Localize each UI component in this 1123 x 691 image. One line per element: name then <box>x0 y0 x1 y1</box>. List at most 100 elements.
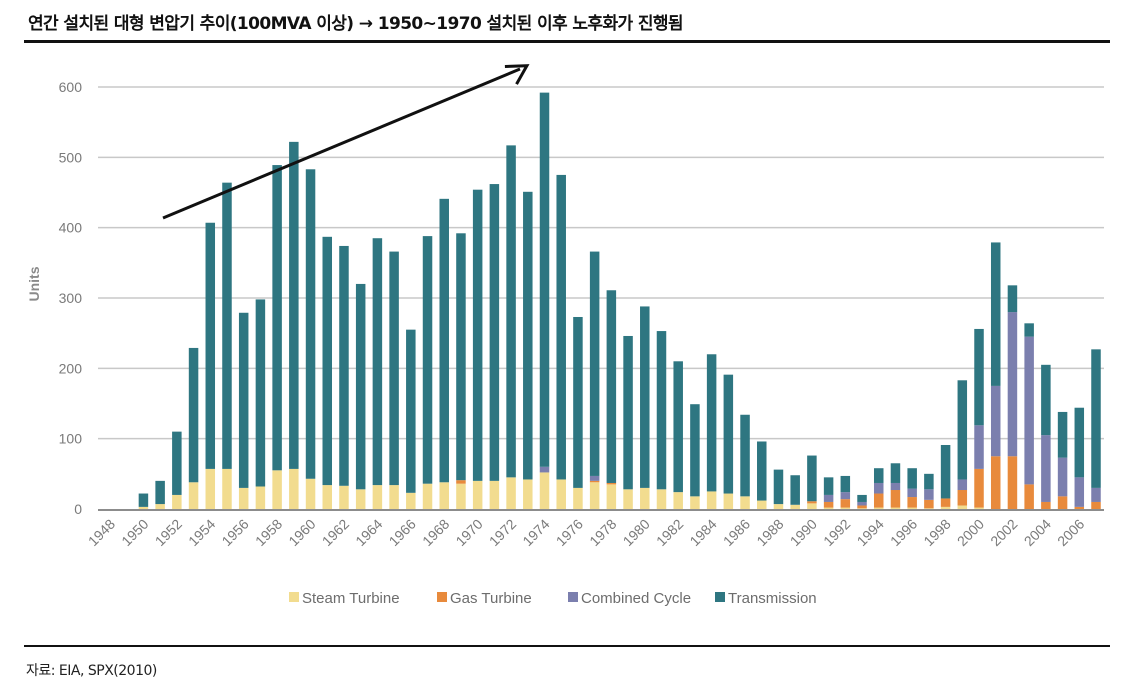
bar-stack-1963 <box>355 283 366 509</box>
bar-combined-cycle-2001 <box>990 385 1001 457</box>
bar-gas-turbine-1999 <box>957 490 968 506</box>
bar-transmission-2006 <box>1074 407 1085 478</box>
bar-gas-turbine-2006 <box>1074 506 1085 509</box>
bar-steam-turbine-1990 <box>807 503 817 509</box>
bar-gas-turbine-1992 <box>840 499 851 508</box>
bar-stack-1997 <box>924 473 934 509</box>
bar-steam-turbine-1984 <box>706 491 717 509</box>
bar-combined-cycle-2000 <box>974 425 984 469</box>
bar-transmission-1997 <box>924 473 934 490</box>
bar-stack-1961 <box>322 236 333 509</box>
bar-stack-1957 <box>255 299 266 509</box>
bar-transmission-1976 <box>573 316 583 488</box>
bar-stack-2003 <box>1024 323 1034 509</box>
bar-steam-turbine-1998 <box>940 506 951 509</box>
bar-steam-turbine-1956 <box>238 487 249 509</box>
gridlines <box>98 86 1104 440</box>
top-divider <box>24 40 1110 43</box>
chart-title: 연간 설치된 대형 변압기 추이(100MVA 이상) → 1950~1970 … <box>28 14 684 34</box>
bar-transmission-1965 <box>389 251 399 486</box>
bar-transmission-1968 <box>439 198 449 483</box>
bar-stack-1956 <box>238 312 249 509</box>
bar-transmission-1993 <box>857 494 867 502</box>
x-tick-label: 1960 <box>285 516 318 549</box>
x-tick-label: 1998 <box>920 516 953 549</box>
x-axis-ticks: 1948 1950 1952 1954 1956 1958 1960 1962 1964 1966… <box>85 516 1088 549</box>
bar-stack-1977 <box>589 251 600 509</box>
bar-transmission-1982 <box>673 361 683 493</box>
bar-steam-turbine-1982 <box>673 492 683 509</box>
bar-transmission-1962 <box>339 245 349 486</box>
bar-stack-1952 <box>172 431 182 509</box>
legend-label: Transmission <box>728 590 817 607</box>
bar-transmission-1991 <box>823 477 834 495</box>
source-note: 자료: EIA, SPX(2010) <box>26 663 157 679</box>
bar-steam-turbine-1952 <box>172 494 182 509</box>
x-tick-label: 2002 <box>987 516 1020 549</box>
bar-steam-turbine-1973 <box>523 479 533 509</box>
bar-transmission-2007 <box>1091 349 1101 488</box>
y-axis-ticks: 0 100 200 300 400 500 600 <box>59 79 83 517</box>
bar-combined-cycle-1997 <box>924 489 934 500</box>
bar-transmission-1989 <box>790 475 800 505</box>
bar-steam-turbine-1967 <box>422 483 433 509</box>
x-tick-label: 1958 <box>252 516 285 549</box>
bar-transmission-1959 <box>289 141 299 469</box>
bar-combined-cycle-2006 <box>1074 477 1085 507</box>
x-tick-label: 1996 <box>887 516 920 549</box>
bar-transmission-1969 <box>456 233 466 481</box>
bar-stack-1958 <box>272 165 282 509</box>
x-tick-label: 1978 <box>586 516 619 549</box>
bar-transmission-1973 <box>523 191 533 480</box>
bar-transmission-1951 <box>155 480 165 505</box>
bar-steam-turbine-1971 <box>489 480 500 509</box>
bar-stack-1996 <box>907 468 917 509</box>
bar-stack-1976 <box>573 316 583 509</box>
bar-transmission-2003 <box>1024 323 1034 337</box>
bar-gas-turbine-1997 <box>924 499 934 509</box>
x-tick-label: 1952 <box>152 516 185 549</box>
x-tick-label: 2000 <box>954 516 987 549</box>
bar-stack-1999 <box>957 380 968 509</box>
x-tick-label: 2004 <box>1021 516 1054 549</box>
bar-steam-turbine-1955 <box>222 468 232 509</box>
bar-stack-2006 <box>1074 407 1085 509</box>
bar-transmission-1952 <box>172 431 182 495</box>
bar-gas-turbine-1996 <box>907 497 917 508</box>
bar-transmission-1950 <box>138 493 149 507</box>
bar-transmission-1990 <box>807 455 817 502</box>
bar-steam-turbine-1980 <box>640 487 650 509</box>
bar-steam-turbine-1966 <box>406 492 416 509</box>
bar-combined-cycle-2005 <box>1057 457 1068 497</box>
bar-transmission-2005 <box>1057 411 1068 458</box>
x-tick-label: 1964 <box>352 516 385 549</box>
legend-swatch <box>715 592 725 602</box>
y-tick-label: 500 <box>59 149 83 165</box>
bar-transmission-1992 <box>840 475 851 493</box>
bar-steam-turbine-1981 <box>656 489 667 509</box>
bar-combined-cycle-1996 <box>907 488 917 498</box>
y-tick-label: 100 <box>59 431 83 447</box>
bar-gas-turbine-2001 <box>990 456 1001 509</box>
bar-stack-1978 <box>606 290 617 509</box>
bar-stack-1973 <box>523 191 533 509</box>
bar-transmission-1979 <box>623 335 633 490</box>
bar-stack-2004 <box>1041 364 1051 509</box>
bar-stack-2005 <box>1057 411 1068 509</box>
bar-stack-1955 <box>222 182 232 509</box>
bar-stack-1983 <box>690 404 700 509</box>
bar-combined-cycle-1994 <box>873 482 884 494</box>
bar-gas-turbine-1993 <box>857 505 867 509</box>
bar-stack-1964 <box>372 238 383 509</box>
y-tick-label: 300 <box>59 290 83 306</box>
legend-swatch <box>289 592 299 602</box>
bar-stack-1969 <box>456 233 466 509</box>
bar-transmission-1966 <box>406 329 416 493</box>
bar-gas-turbine-2007 <box>1091 501 1101 509</box>
trend-arrow <box>162 64 530 220</box>
x-tick-label: 1950 <box>118 516 151 549</box>
bars <box>138 92 1101 509</box>
bar-transmission-1958 <box>272 165 282 471</box>
bar-steam-turbine-1958 <box>272 470 282 509</box>
bar-steam-turbine-2000 <box>974 507 984 509</box>
